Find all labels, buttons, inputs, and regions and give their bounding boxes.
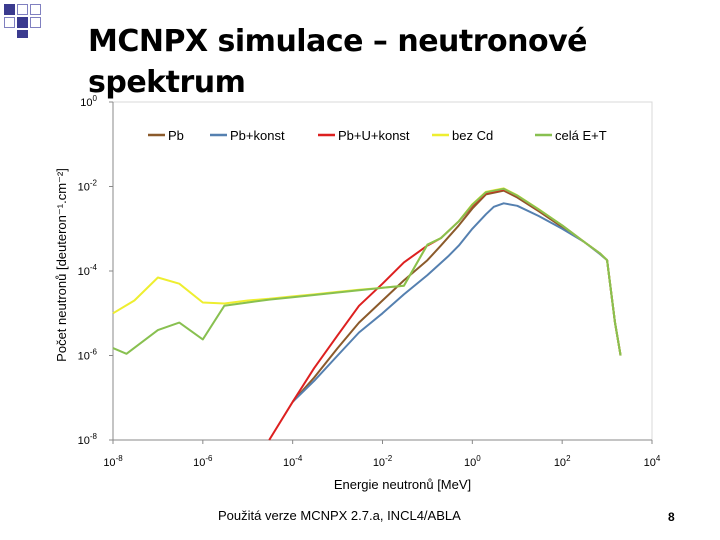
x-tick-label: 10-6 <box>193 454 213 469</box>
legend-label: Pb <box>168 128 184 143</box>
series-line-cel-e-t <box>112 187 622 356</box>
x-tick-label: 102 <box>554 454 571 469</box>
deco-square-outline <box>17 4 28 15</box>
chart-legend: Pb Pb+konst Pb+U+konst bez Cd celá E+T <box>148 128 607 143</box>
deco-square-outline <box>4 17 15 28</box>
x-tick-label: 10-4 <box>283 454 303 469</box>
deco-square-outline <box>30 4 41 15</box>
plot-area <box>112 101 653 441</box>
x-tick-label: 10-8 <box>103 454 123 469</box>
y-tick-label: 10-6 <box>78 348 98 363</box>
legend-label: celá E+T <box>555 128 607 143</box>
legend-label: Pb+U+konst <box>338 128 410 143</box>
y-axis-label: Počet neutronů [deuteron⁻¹.cm⁻²] <box>54 168 69 362</box>
series-lines <box>112 187 622 441</box>
deco-square-outline <box>30 17 41 28</box>
y-tick-label: 10-8 <box>78 432 98 447</box>
y-tick-label: 100 <box>80 94 97 109</box>
x-tick-label: 100 <box>464 454 481 469</box>
plot-background <box>112 101 653 441</box>
y-tick-label: 10-2 <box>78 179 98 194</box>
deco-square-filled <box>4 4 15 15</box>
chart-axes: 10-8 10-6 10-4 10-2 100 102 104 100 10-2 10-4 10-6… <box>78 94 661 469</box>
slide-title: MCNPX simulace – neutronové spektrum <box>88 24 588 100</box>
legend-label: bez Cd <box>452 128 493 143</box>
deco-square-filled <box>17 17 28 28</box>
page-number: 8 <box>668 510 675 524</box>
footnote: Použitá verze MCNPX 2.7.a, INCL4/ABLA <box>218 508 461 523</box>
x-tick-label: 10-2 <box>373 454 393 469</box>
y-tick-label: 10-4 <box>78 263 98 278</box>
deco-square-filled <box>17 30 28 38</box>
x-tick-label: 104 <box>644 454 661 469</box>
x-axis-label: Energie neutronů [MeV] <box>334 477 471 492</box>
legend-label: Pb+konst <box>230 128 285 143</box>
corner-decoration <box>0 0 60 40</box>
